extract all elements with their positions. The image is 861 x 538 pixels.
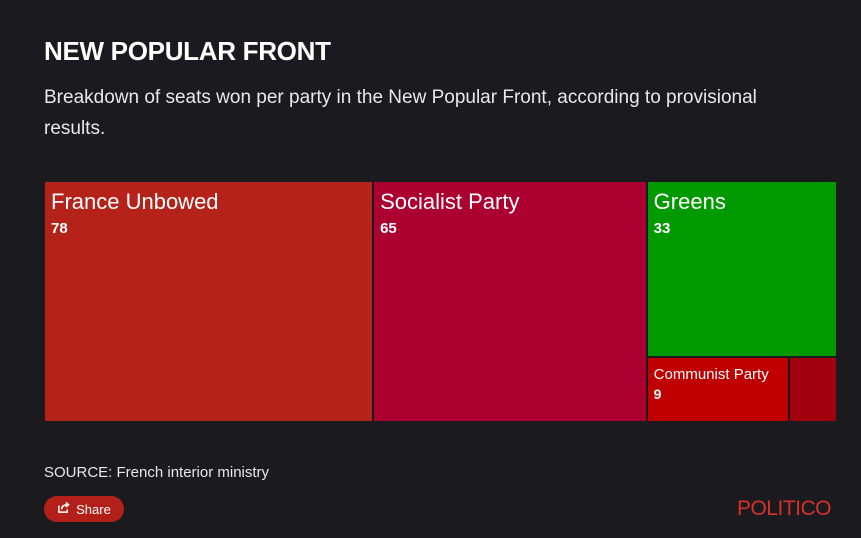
treemap-tile-4[interactable] [789, 356, 837, 422]
treemap-tile-2[interactable]: Greens 33 [646, 181, 837, 357]
treemap-tile-0[interactable]: France Unbowed 78 [44, 181, 374, 422]
treemap: France Unbowed 78 Socialist Party 65 Greens 3… [44, 181, 837, 422]
share-icon [57, 501, 70, 517]
chart-subtitle: Breakdown of seats won per party in the … [44, 87, 757, 139]
share-label: Share [76, 501, 111, 517]
treemap-value: 9 [653, 385, 662, 402]
treemap-label: Socialist Party [380, 189, 520, 214]
share-button[interactable]: Share [44, 496, 124, 522]
treemap-value: 78 [51, 220, 68, 237]
treemap-value: 65 [380, 220, 397, 237]
treemap-label: Communist Party [653, 365, 769, 383]
treemap-value: 33 [653, 220, 671, 237]
source-note: SOURCE: French interior ministry [44, 464, 270, 481]
treemap-label: France Unbowed [51, 189, 219, 214]
treemap-tile-1[interactable]: Socialist Party 65 [373, 181, 647, 422]
treemap-tile-3[interactable]: Communist Party 9 [646, 356, 790, 422]
treemap-label: Greens [653, 189, 726, 214]
chart-title: NEW POPULAR FRONT [44, 36, 331, 66]
politico-logo[interactable]: POLITICO [736, 497, 832, 520]
